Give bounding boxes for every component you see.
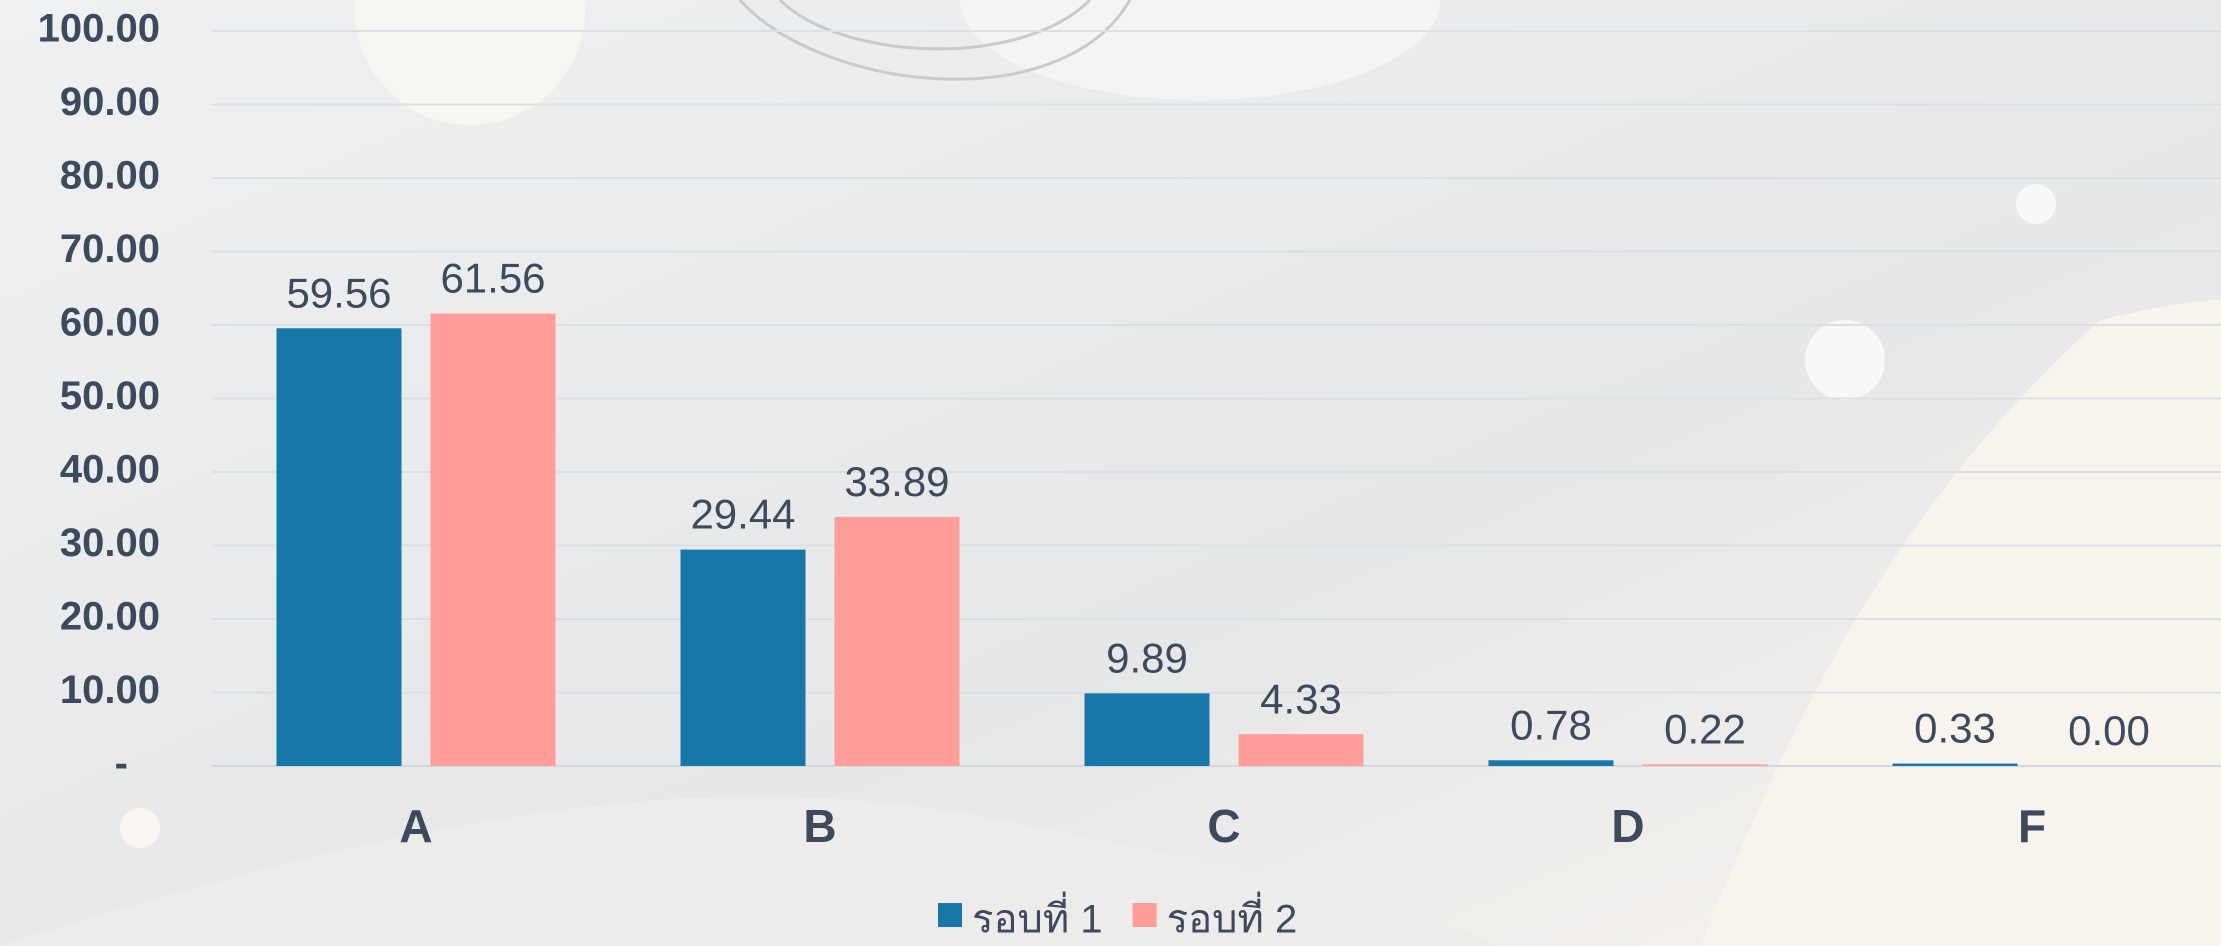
bar [430,313,556,766]
data-label: 59.56 [286,269,391,316]
data-label: 0.00 [2068,707,2150,754]
y-tick-label: 60.00 [60,301,160,345]
y-tick-label: 30.00 [60,521,160,565]
y-tick-label: 90.00 [60,80,160,124]
legend-swatch [938,903,962,927]
bar [1238,734,1364,766]
bar [1488,760,1614,766]
x-tick-label: D [1611,800,1644,852]
legend-label: รอบที่ 1 [972,892,1103,942]
y-tick-label: 10.00 [60,668,160,712]
x-tick-label: F [2018,800,2046,852]
x-tick-label: C [1207,800,1240,852]
y-tick-label: 40.00 [60,448,160,492]
bar [1642,764,1768,766]
legend-label: รอบที่ 2 [1167,892,1298,942]
x-tick-label: B [803,800,836,852]
data-label: 29.44 [690,491,795,538]
data-label: 61.56 [440,255,545,302]
y-tick-label: - [115,742,128,786]
data-label: 0.78 [1510,701,1592,748]
y-tick-label: 70.00 [60,227,160,271]
y-tick-label: 80.00 [60,154,160,198]
bar [1892,763,2018,766]
bars [276,313,2018,766]
data-label: 4.33 [1260,675,1342,722]
bar [276,328,402,766]
y-tick-label: 20.00 [60,595,160,639]
y-tick-label: 50.00 [60,374,160,418]
y-tick-label: 100.00 [38,7,160,51]
x-tick-label: A [399,800,432,852]
data-label: 0.22 [1664,705,1746,752]
bar [1084,693,1210,766]
legend-swatch [1132,903,1157,927]
data-label: 33.89 [844,458,949,505]
data-label: 9.89 [1106,634,1188,681]
data-label: 0.33 [1914,705,1996,752]
bar [680,549,806,766]
bar [834,516,960,766]
